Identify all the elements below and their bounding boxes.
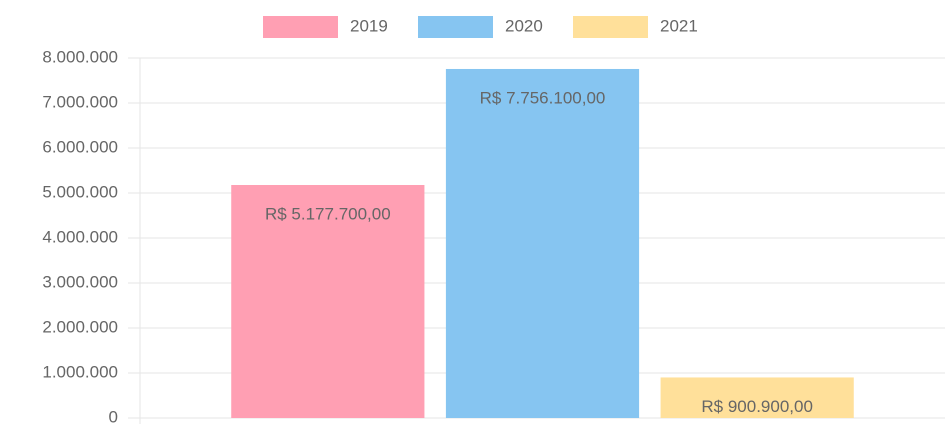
bar — [660, 377, 854, 418]
bar — [231, 185, 425, 418]
legend-label[interactable]: 2020 — [505, 16, 543, 35]
legend-swatch[interactable] — [573, 16, 648, 38]
y-tick-label: 7.000.000 — [42, 92, 118, 111]
legend-label[interactable]: 2019 — [350, 16, 388, 35]
y-tick-label: 1.000.000 — [42, 362, 118, 381]
y-tick-label: 8.000.000 — [42, 47, 118, 66]
y-tick-label: 2.000.000 — [42, 317, 118, 336]
legend-label[interactable]: 2021 — [660, 16, 698, 35]
value-label: R$ 900.900,00 — [701, 397, 813, 416]
y-tick-label: 4.000.000 — [42, 227, 118, 246]
y-tick-label: 5.000.000 — [42, 182, 118, 201]
bar — [445, 68, 640, 419]
y-tick-label: 3.000.000 — [42, 272, 118, 291]
value-label: R$ 7.756.100,00 — [480, 88, 606, 107]
y-tick-label: 6.000.000 — [42, 137, 118, 156]
y-tick-label: 0 — [109, 407, 118, 425]
legend-swatch[interactable] — [418, 16, 493, 38]
value-label: R$ 5.177.700,00 — [265, 204, 391, 223]
legend-swatch[interactable] — [263, 16, 338, 38]
